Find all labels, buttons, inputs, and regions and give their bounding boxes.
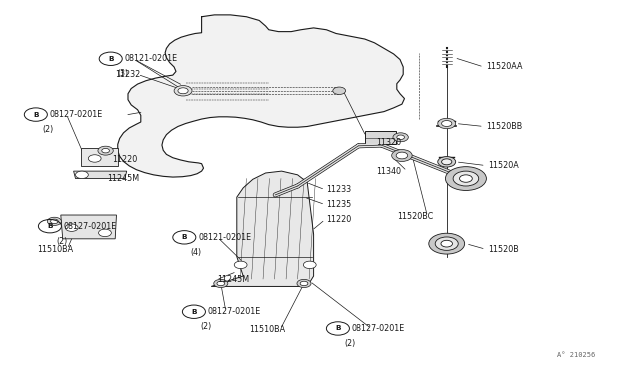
Circle shape	[392, 150, 412, 161]
Polygon shape	[61, 215, 116, 239]
Circle shape	[297, 279, 311, 288]
Circle shape	[429, 233, 465, 254]
Circle shape	[174, 86, 192, 96]
Circle shape	[102, 148, 109, 153]
Polygon shape	[74, 171, 127, 179]
Text: 08127-0201E: 08127-0201E	[208, 307, 261, 316]
Polygon shape	[211, 171, 314, 286]
Text: B: B	[191, 309, 196, 315]
Circle shape	[178, 88, 188, 94]
Text: 11245M: 11245M	[108, 174, 140, 183]
Circle shape	[438, 118, 456, 129]
Circle shape	[396, 152, 408, 159]
Text: (2): (2)	[344, 339, 356, 348]
Circle shape	[303, 261, 316, 269]
Text: 11232: 11232	[115, 70, 140, 79]
Text: 11220: 11220	[326, 215, 351, 224]
Text: (2): (2)	[42, 125, 54, 134]
Circle shape	[442, 159, 452, 165]
Text: 11320: 11320	[376, 138, 401, 147]
Circle shape	[333, 87, 346, 94]
Text: 11520BC: 11520BC	[397, 212, 433, 221]
Circle shape	[393, 133, 408, 142]
Circle shape	[76, 171, 88, 179]
Text: 08127-0201E: 08127-0201E	[64, 222, 117, 231]
Circle shape	[397, 135, 404, 140]
Text: B: B	[182, 234, 187, 240]
Text: (2): (2)	[200, 322, 212, 331]
Circle shape	[234, 261, 247, 269]
Text: 11233: 11233	[326, 185, 351, 194]
Circle shape	[300, 281, 308, 286]
Text: 11520A: 11520A	[488, 161, 519, 170]
Circle shape	[214, 279, 228, 288]
Text: 11245M: 11245M	[218, 275, 250, 284]
Text: 08121-0201E: 08121-0201E	[198, 233, 252, 242]
Text: 11235: 11235	[326, 200, 351, 209]
Text: 11510BA: 11510BA	[250, 325, 285, 334]
Text: 11520B: 11520B	[488, 245, 519, 254]
Circle shape	[441, 240, 452, 247]
Text: B: B	[108, 56, 113, 62]
Polygon shape	[118, 15, 404, 177]
Text: 11220: 11220	[112, 155, 137, 164]
Circle shape	[98, 146, 113, 155]
Text: B: B	[47, 223, 52, 229]
Circle shape	[460, 175, 472, 182]
Text: A° 210256: A° 210256	[557, 352, 595, 358]
Text: B: B	[335, 326, 340, 331]
Text: (2): (2)	[56, 237, 68, 246]
Text: 08127-0201E: 08127-0201E	[50, 110, 103, 119]
Text: 11520BB: 11520BB	[486, 122, 523, 131]
Text: 11340: 11340	[376, 167, 401, 176]
Text: 08127-0201E: 08127-0201E	[352, 324, 405, 333]
Text: (3): (3)	[117, 69, 128, 78]
Circle shape	[65, 224, 78, 231]
Text: (4): (4)	[191, 248, 202, 257]
Circle shape	[445, 167, 486, 190]
Circle shape	[51, 219, 58, 224]
Circle shape	[88, 155, 101, 162]
Circle shape	[47, 217, 61, 225]
Circle shape	[442, 121, 452, 126]
Text: B: B	[33, 112, 38, 118]
Polygon shape	[81, 148, 118, 166]
Text: 11510BA: 11510BA	[37, 245, 73, 254]
Circle shape	[435, 237, 458, 250]
Text: 11520AA: 11520AA	[486, 62, 523, 71]
Circle shape	[217, 281, 225, 286]
Text: 08121-0201E: 08121-0201E	[125, 54, 178, 63]
Circle shape	[453, 171, 479, 186]
Polygon shape	[365, 131, 396, 144]
Circle shape	[99, 229, 111, 237]
Circle shape	[438, 157, 456, 167]
